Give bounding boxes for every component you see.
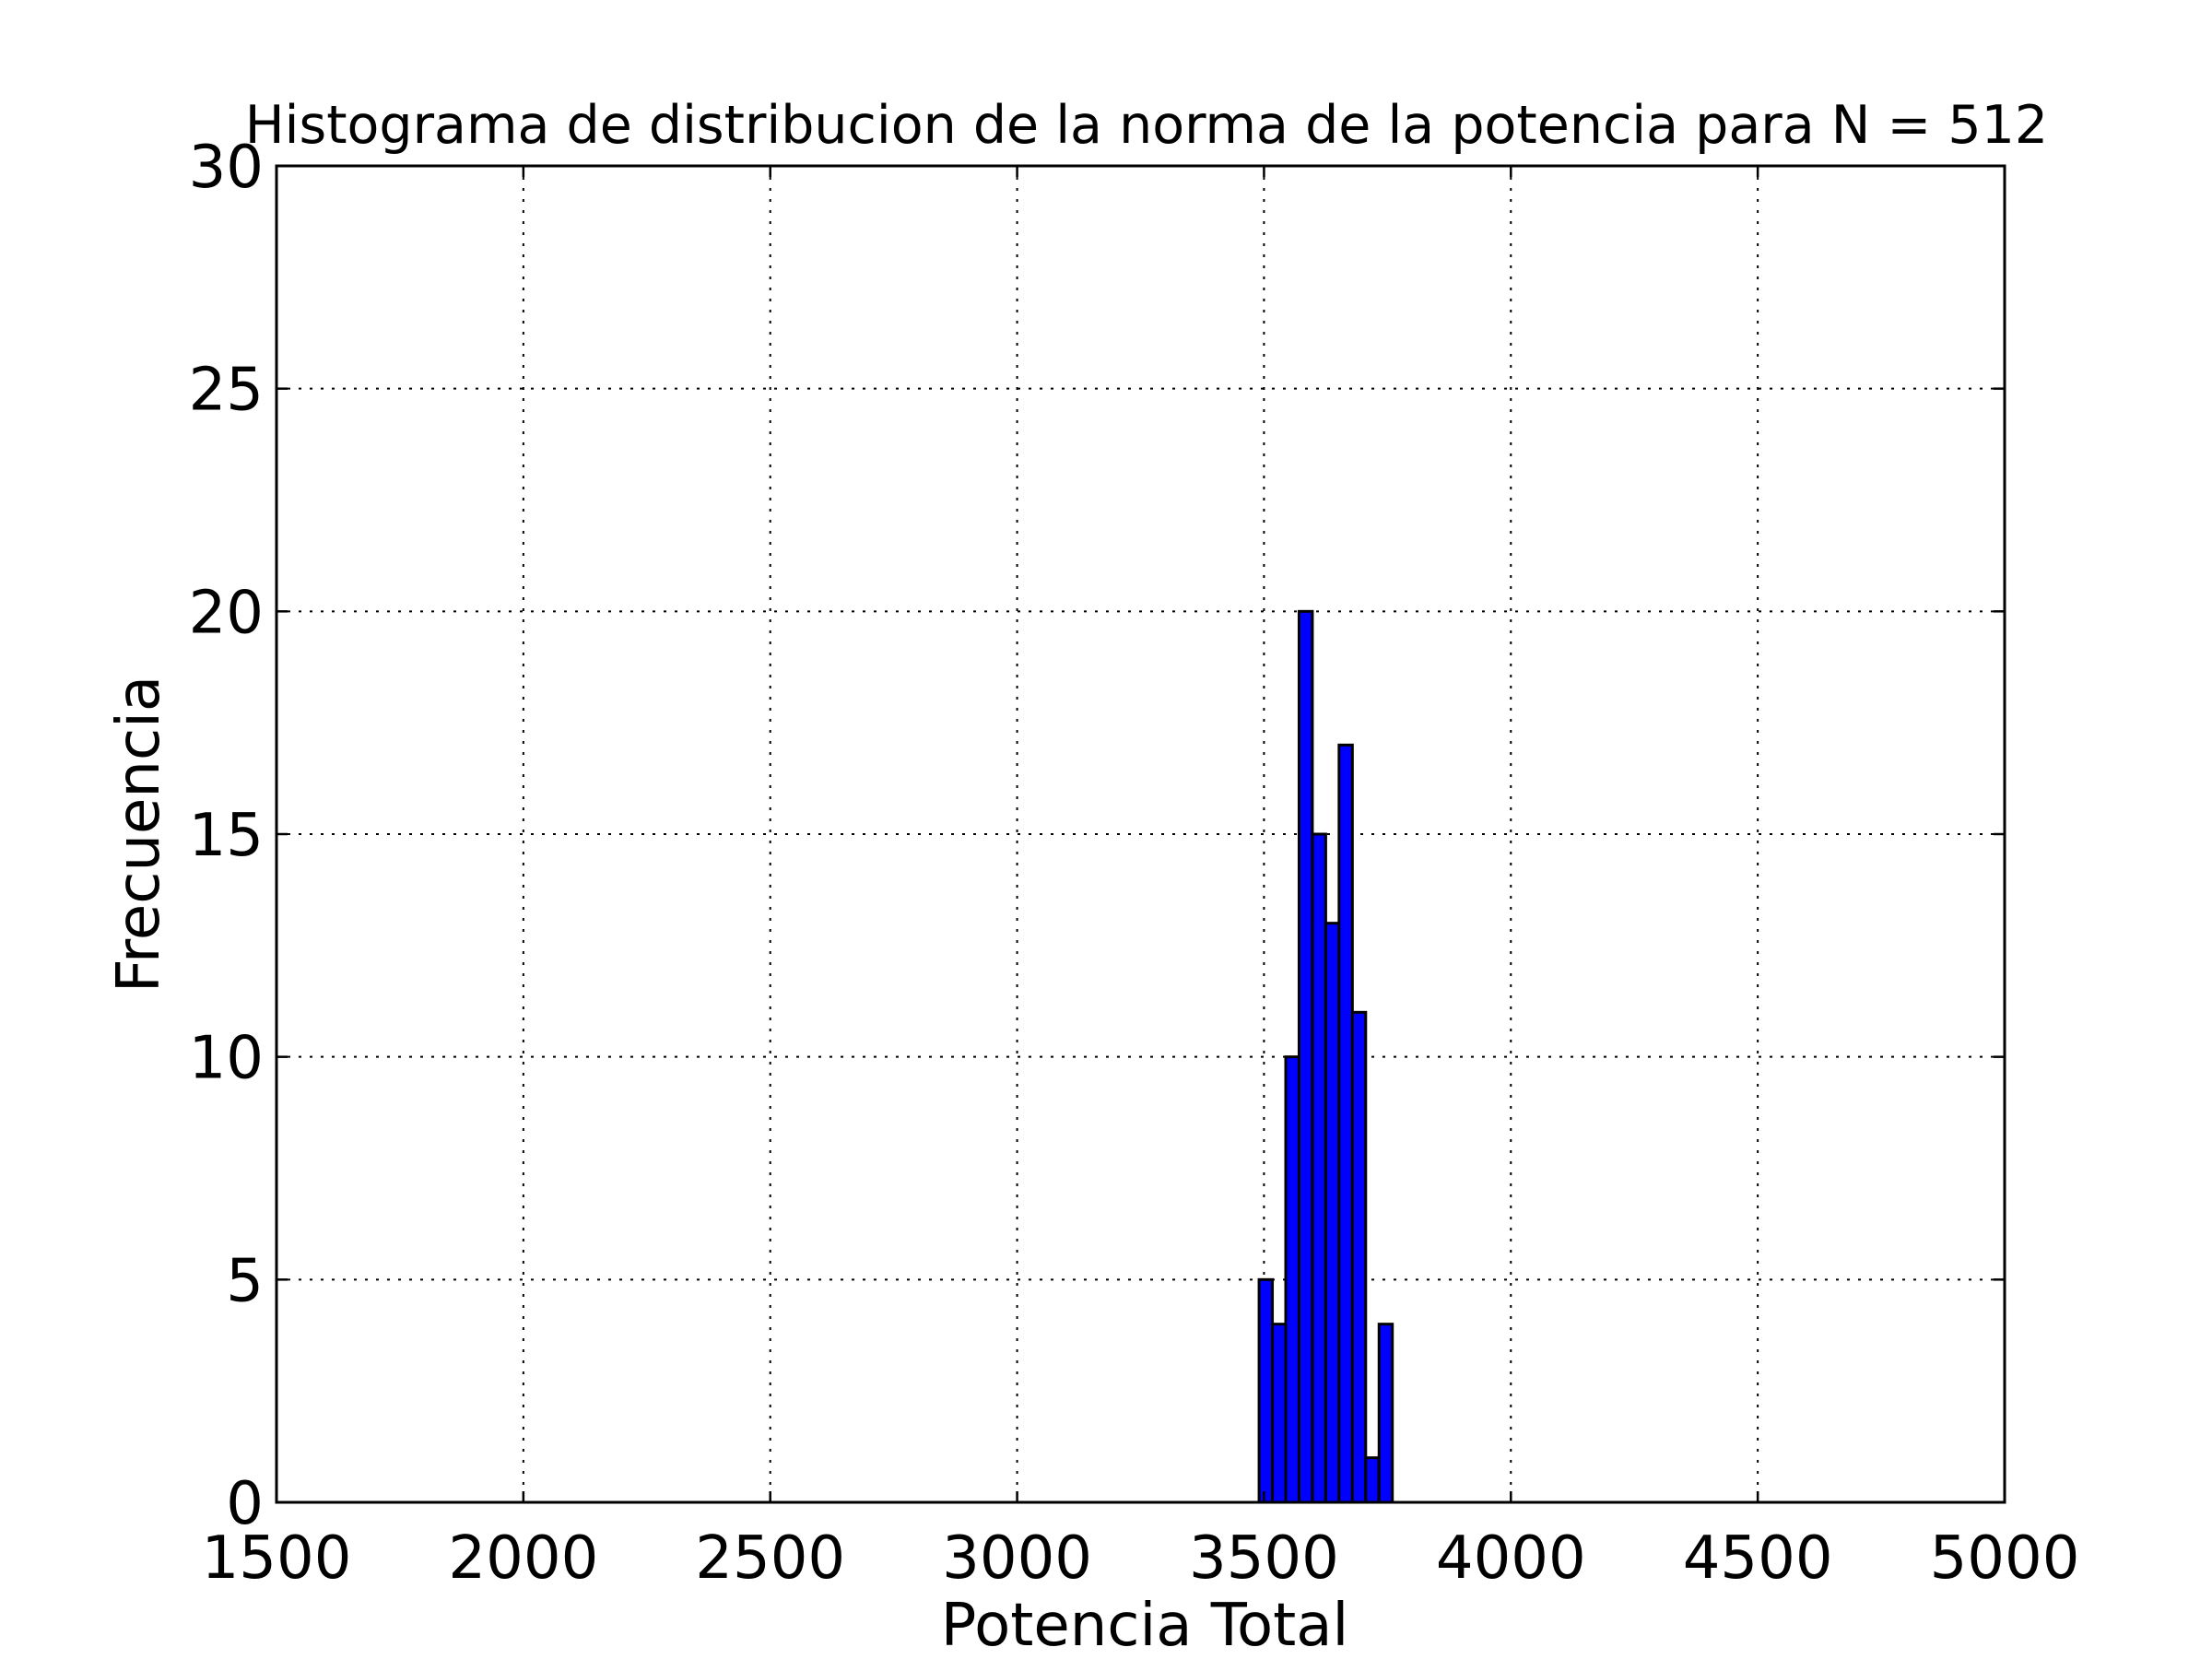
histogram-bar [1284, 1055, 1300, 1504]
x-tick-label: 2500 [695, 1524, 845, 1593]
y-tick-label: 20 [189, 579, 264, 647]
axis-ticks [275, 164, 2006, 1504]
x-tick-label: 4000 [1436, 1524, 1586, 1593]
x-tick-labels: 1500 2000 2500 3000 3500 4000 4500 5000 [202, 1524, 2080, 1593]
y-axis-label: Frecuencia [105, 676, 173, 993]
histogram-bar [1337, 743, 1354, 1504]
histogram-bar [1311, 832, 1327, 1504]
x-tick-label: 4500 [1683, 1524, 1833, 1593]
y-tick-label: 5 [226, 1247, 264, 1315]
histogram-bar [1297, 609, 1314, 1504]
histogram-bars [1257, 609, 1394, 1504]
x-tick-label: 3500 [1189, 1524, 1339, 1593]
histogram-bar [1257, 1277, 1275, 1504]
histogram-bar [1350, 1010, 1368, 1504]
histogram-bar [1324, 922, 1341, 1504]
y-tick-labels: 0 5 10 15 20 25 30 [189, 134, 264, 1538]
histogram-bar [1271, 1323, 1288, 1504]
histogram-bar [1364, 1456, 1381, 1504]
y-tick-label: 25 [189, 357, 264, 425]
x-tick-label: 3000 [942, 1524, 1092, 1593]
chart-title: Histograma de distribucion de la norma d… [245, 95, 2048, 156]
y-tick-label: 15 [189, 802, 264, 870]
x-tick-label: 5000 [1930, 1524, 2080, 1593]
grid-lines [276, 166, 2005, 1502]
x-tick-label: 2000 [448, 1524, 598, 1593]
y-tick-label: 10 [189, 1025, 264, 1093]
x-tick-label: 1500 [202, 1524, 352, 1593]
y-tick-label: 30 [189, 134, 264, 202]
histogram-bar [1377, 1323, 1394, 1504]
x-axis-label: Potencia Total [941, 1592, 1349, 1659]
y-tick-label: 0 [226, 1470, 264, 1538]
